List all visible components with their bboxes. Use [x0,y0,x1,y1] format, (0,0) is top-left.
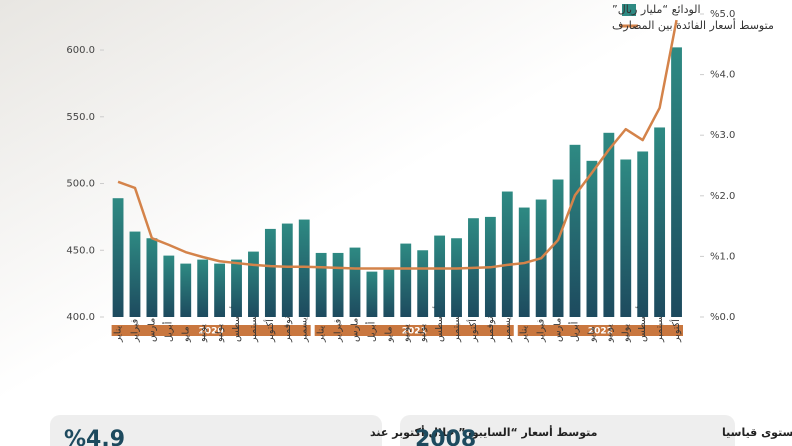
x-tick-label: مارس [349,318,360,342]
bar [671,47,682,317]
y-tick-label: 600.0 [66,45,95,56]
bar [231,259,242,317]
bar [383,267,395,317]
bar [163,255,175,317]
year-label: 2022 [588,327,613,337]
x-tick-label: نوفمبر [282,316,293,343]
bar [366,271,378,317]
y-tick-label: 400.0 [66,312,95,323]
y2-tick-label: %1.0 [710,251,735,262]
bar [569,144,581,317]
x-tick-label: أكتوبر [263,319,276,343]
bar [264,228,276,317]
bar [349,247,361,317]
bar [586,160,598,317]
x-tick-label: يونيو [197,324,208,343]
x-tick-label: يناير [519,325,530,343]
bar [214,263,226,317]
y2-tick-label: %3.0 [710,130,735,141]
x-tick-label: سبتمبر [451,315,462,343]
y2-tick-label: %0.0 [710,312,735,323]
legend-label: الودائع “مليار ريال” [612,3,701,16]
x-tick-label: يناير [316,325,327,343]
x-tick-label: يوليو [417,323,428,343]
x-tick-label: أكتوبر [466,319,479,343]
year-band [517,325,683,336]
card-figure: %4.9 [64,427,125,446]
x-tick-label: فبراير [129,319,140,343]
x-tick-label: يونيو [400,324,411,343]
bar [332,252,344,317]
bar [417,250,429,317]
card-box [400,415,735,446]
bar [620,159,632,317]
card-figure: 2008 [415,427,476,446]
bar [603,132,615,317]
x-tick-label: مارس [553,318,564,342]
x-tick-label: مارس [146,318,157,342]
y-tick-label: 500.0 [66,179,95,190]
bar [637,151,649,317]
x-tick-label: أبريل [567,321,580,342]
x-tick-label: أبريل [161,321,174,342]
year-band [111,325,311,336]
y-tick-label: 450.0 [66,245,95,256]
y2-tick-label: %2.0 [710,191,735,202]
bar [281,223,293,317]
bar [248,251,259,317]
bar [451,238,462,317]
year-band [314,325,514,336]
x-tick-label: فبراير [333,319,344,343]
x-tick-label: مايو [180,326,191,343]
bar [146,238,158,317]
legend-label: متوسط أسعار الفائدة بين المصارف [612,18,774,32]
x-tick-label: يونيو [603,324,614,343]
bar [400,243,412,317]
bar [552,179,564,317]
bar [298,219,310,317]
bar [501,191,513,317]
x-tick-label: فبراير [536,319,547,343]
x-tick-label: مايو [383,326,394,343]
bar [129,231,141,317]
x-tick-label: يوليو [214,323,225,343]
y2-tick-label: %5.0 [710,9,735,20]
bar [315,252,327,317]
x-tick-label: أكتوبر [669,319,682,343]
x-tick-label: ديسمبر [299,313,310,343]
card-box [50,415,382,446]
x-tick-label: مايو [586,326,597,343]
line [117,19,678,270]
x-tick-label: أبريل [364,321,377,342]
y2-tick-label: %4.0 [710,70,735,81]
x-tick-label: يناير [113,325,124,343]
x-tick-label: سبتمبر [248,315,259,343]
bar [434,235,446,317]
x-tick-label: ديسمبر [502,313,513,343]
card-text: الودائع الادخارية تبلغ مستوى قياسيا [722,426,792,439]
year-label: 2021 [402,327,427,337]
x-tick-label: نوفمبر [485,316,496,343]
card-text: متوسط أسعار “السايبور” خلال أكتوبر عند [370,425,597,439]
y-tick-label: 550.0 [66,112,95,123]
bar [654,127,666,317]
bar [197,259,209,317]
x-tick-label: يوليو [620,323,631,343]
x-tick-label: سبتمبر [654,315,665,343]
legend-swatch [622,4,636,16]
bar [112,198,124,317]
bar [180,263,192,317]
year-label: 2020 [199,327,224,337]
